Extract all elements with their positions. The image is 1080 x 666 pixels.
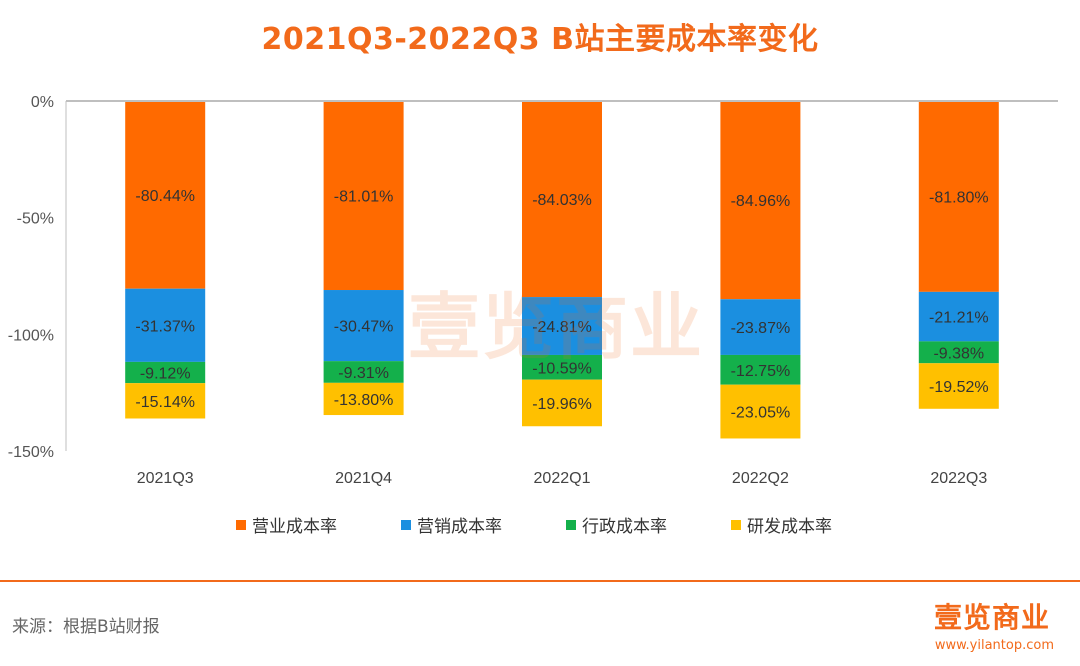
legend-label: 营业成本率 [252,517,337,537]
brand-logo: 壹览商业 [933,601,1050,634]
bar-segment [720,354,801,385]
bar-segment [720,299,801,355]
data-label: -30.47% [334,319,394,336]
x-tick-label: 2021Q3 [137,470,194,487]
data-label: -24.81% [532,319,592,336]
bar-segment [918,101,999,292]
brand-url: www.yilantop.com [934,638,1054,653]
data-label: -23.05% [731,405,791,422]
legend-swatch [731,519,741,530]
legend-swatch [566,519,576,530]
legend-label: 研发成本率 [747,517,832,537]
bar-segment [720,101,801,300]
x-tick-label: 2022Q2 [732,470,789,487]
legend-label: 行政成本率 [582,517,667,537]
data-label: -13.80% [334,392,394,409]
bar-segment [522,354,602,380]
bar-segment [720,384,801,439]
data-label: -19.52% [929,379,989,396]
bar-segment [918,341,999,364]
bar-segment [918,363,999,409]
bar-segment [125,288,206,362]
bar-segment [125,101,206,289]
data-label: -12.75% [731,363,791,380]
bar-segment [918,291,999,342]
bar-segment [323,101,404,291]
x-tick-label: 2022Q3 [930,470,987,487]
y-tick-label: 0% [31,94,54,111]
x-tick-label: 2021Q4 [335,470,392,487]
bar-segment [125,361,206,384]
y-tick-label: -150% [8,444,54,461]
chart-title: 2021Q3-2022Q3 B站主要成本率变化 [261,22,819,57]
data-label: -9.12% [140,366,191,383]
legend-swatch [401,519,411,530]
bar-segment [522,379,602,427]
legend-item: 研发成本率 [731,512,832,537]
footer-divider [0,580,1080,582]
bar-segment [522,297,602,355]
data-label: -9.31% [338,365,389,382]
data-label: -15.14% [135,394,195,411]
data-label: -31.37% [135,318,195,335]
stacked-bar-chart: 0% -50% -100% -150% -80.44% -31.37% -9.12% -15.… [8,94,1058,487]
y-tick-label: -50% [17,211,54,228]
data-label: -81.01% [334,189,394,206]
source-note: 来源：根据B站财报 [12,617,160,637]
x-tick-label: 2022Q1 [534,470,591,487]
data-label: -80.44% [135,188,195,205]
legend-item: 营业成本率 [236,512,337,537]
bar-segment [323,382,404,416]
data-label: -10.59% [532,360,592,377]
data-label: -84.96% [731,193,791,210]
bar-segment [522,101,602,298]
data-label: -9.38% [933,345,984,362]
legend-swatch [236,519,246,530]
data-label: -23.87% [731,320,791,337]
legend-label: 营销成本率 [417,517,502,537]
legend-item: 营销成本率 [401,512,502,537]
data-label: -84.03% [532,192,592,209]
y-tick-label: -100% [8,327,54,344]
chart-legend: 营业成本率 营销成本率 行政成本率 研发成本率 [0,512,1080,537]
bar-segment [323,361,404,383]
data-label: -19.96% [532,396,592,413]
bar-segment [125,383,206,419]
data-label: -21.21% [929,310,989,327]
data-label: -81.80% [929,189,989,206]
bar-segment [323,290,404,362]
legend-item: 行政成本率 [566,512,667,537]
